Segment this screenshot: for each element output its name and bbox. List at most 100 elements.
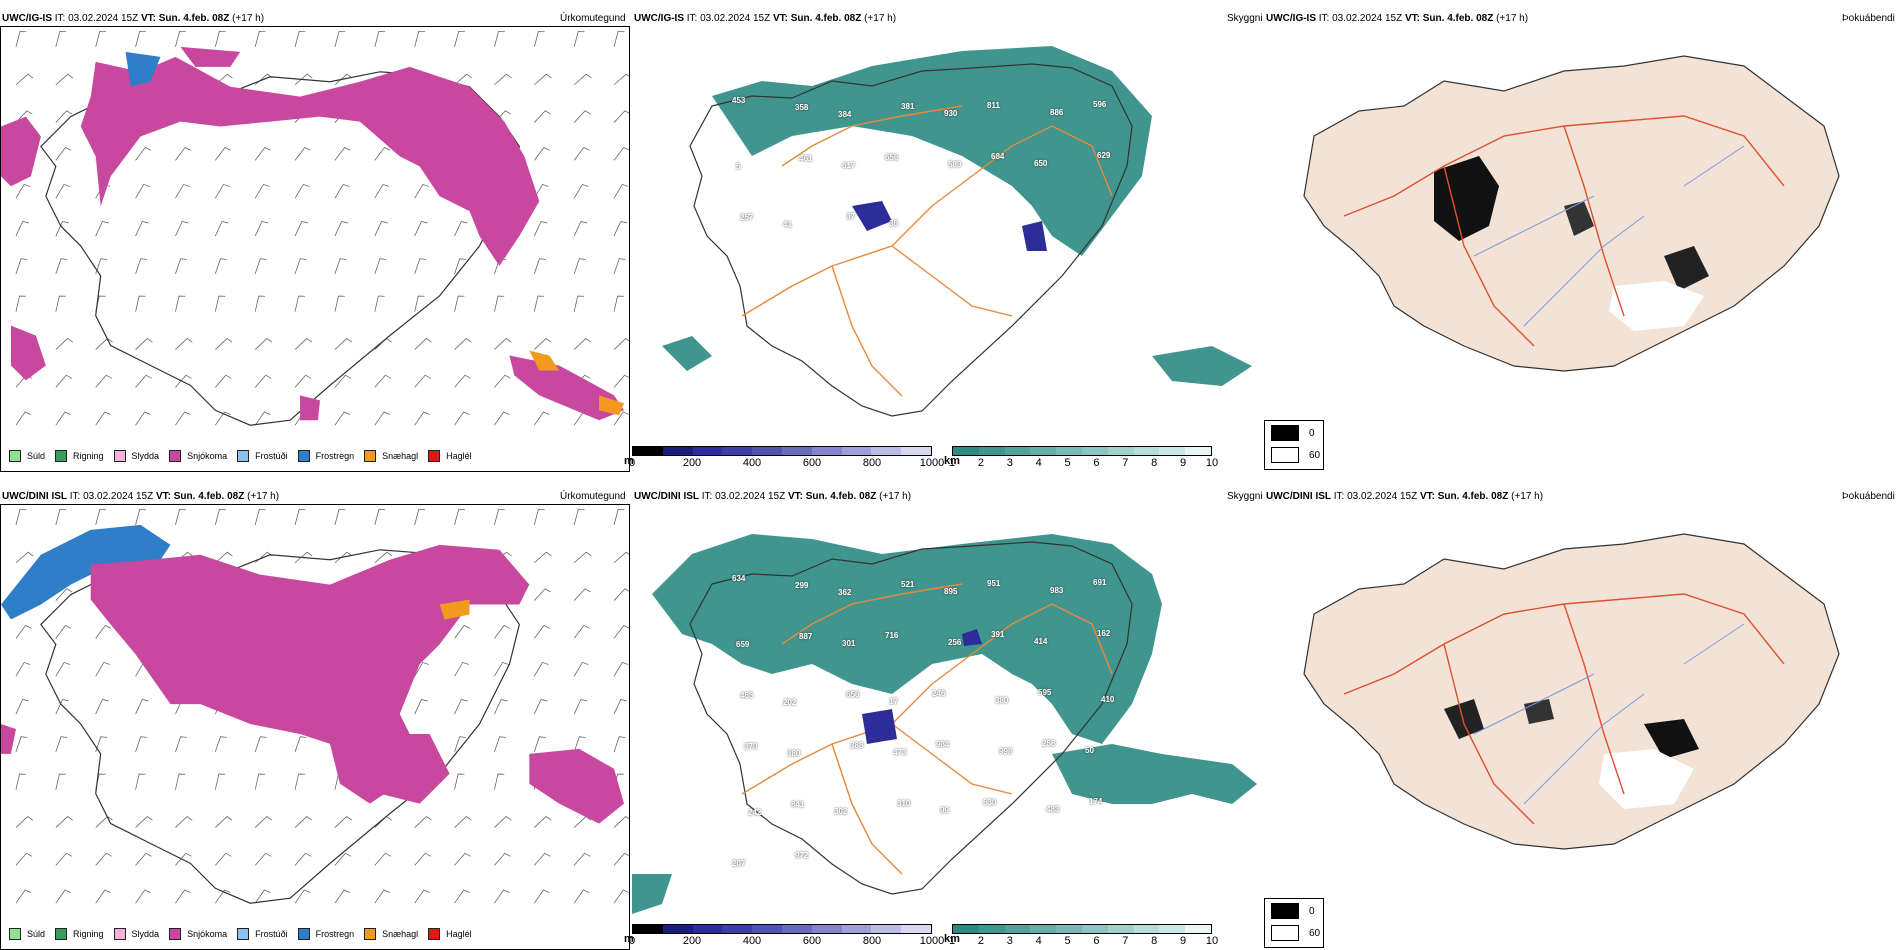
cloudbase-area xyxy=(852,201,892,231)
wind-barb-icon xyxy=(613,258,626,275)
colorbar-tick-label: 7 xyxy=(1122,935,1129,947)
it-value: 03.02.2024 15Z xyxy=(1347,491,1418,502)
cloudbase-tick-labels: 0 200 400 600 800 1000 xyxy=(629,456,944,469)
colorbar-cell xyxy=(811,925,842,933)
wind-barb-icon xyxy=(334,374,352,388)
wind-barb-icon xyxy=(454,295,465,312)
wind-barb-icon xyxy=(454,30,465,48)
legend-item: Slydda xyxy=(113,928,160,940)
wind-barb-icon xyxy=(175,147,191,161)
legend-label: Rigning xyxy=(73,451,104,461)
wind-barb-icon xyxy=(135,295,146,312)
wind-barb-icon xyxy=(294,338,313,350)
wind-barb-icon xyxy=(334,889,351,904)
wind-barb-icon xyxy=(494,295,505,312)
wind-barb-icon xyxy=(55,338,73,350)
wind-barb-icon xyxy=(95,30,107,48)
wind-barb-icon xyxy=(494,508,505,526)
wind-barb-icon xyxy=(294,295,305,312)
colorbar-cell xyxy=(978,925,1005,933)
wind-barb-icon xyxy=(573,625,590,639)
cloudbase-height-label: 886 xyxy=(1050,108,1064,117)
precip-panel-1: UWC/IG-IS IT: 03.02.2024 15Z VT: Sun. 4.… xyxy=(0,12,630,472)
wind-barb-icon xyxy=(414,411,430,426)
wind-barb-icon xyxy=(294,374,312,388)
cloudbase-height-label: 256 xyxy=(948,638,962,647)
lead-time: (+17 h) xyxy=(1511,491,1544,502)
cloudbase-height-label: 983 xyxy=(1050,586,1064,595)
snow-area xyxy=(529,748,625,824)
legend-item: Slydda xyxy=(113,450,159,462)
wind-barb-icon xyxy=(534,73,552,86)
wind-barb-icon xyxy=(573,147,590,161)
colorbar-tick-label: 9 xyxy=(1180,457,1187,469)
visibility-tick-labels: 1 2 3 4 5 6 7 8 9 10 xyxy=(949,934,1218,947)
legend-swatch xyxy=(297,928,310,940)
cloudbase-area xyxy=(862,709,897,744)
model-name: UWC/IG-IS xyxy=(2,13,52,24)
wind-barb-icon xyxy=(454,374,471,388)
wind-barb-icon xyxy=(254,508,266,526)
vt-value: Sun. 4.feb. 08Z xyxy=(805,491,877,502)
cloudbase-height-label: 388 xyxy=(850,741,864,750)
visibility-area xyxy=(652,534,1162,744)
colorbar-tick-label: 1 xyxy=(948,457,956,469)
lead-time: (+17 h) xyxy=(232,13,265,24)
colorbar-cell xyxy=(662,447,693,455)
snow-area xyxy=(1,116,41,187)
cloudbase-area xyxy=(1022,221,1047,251)
legend-item: Súld xyxy=(9,928,45,940)
colorbar-cell xyxy=(1030,925,1057,933)
legend-label: Haglél xyxy=(446,451,472,461)
wind-barb-icon xyxy=(374,258,387,275)
wind-barb-icon xyxy=(533,508,545,526)
wind-barb-icon xyxy=(294,30,306,48)
snaehagl-area xyxy=(439,599,470,620)
wind-barb-icon xyxy=(454,258,467,275)
wind-barb-icon xyxy=(414,338,432,350)
legend-swatch xyxy=(113,450,126,462)
wind-barb-icon xyxy=(55,508,67,526)
wind-barb-icon xyxy=(374,30,386,48)
colorbar-cell xyxy=(1004,447,1031,455)
wind-barb-icon xyxy=(613,338,629,350)
field-title: Skyggni xyxy=(1227,13,1263,24)
vt-value: Sun. 4.feb. 08Z xyxy=(790,13,862,24)
legend-item: Rigning xyxy=(55,928,104,940)
wind-barb-icon xyxy=(533,889,550,904)
wind-barb-icon xyxy=(95,889,111,904)
wind-barb-icon xyxy=(215,852,232,866)
wind-barb-icon xyxy=(55,661,71,677)
wind-barb-icon xyxy=(414,699,428,715)
it-value: 03.02.2024 15Z xyxy=(700,13,771,24)
cloudbase-height-label: 162 xyxy=(1097,629,1111,638)
wind-barb-icon xyxy=(55,374,73,388)
wind-barb-icon xyxy=(294,221,309,237)
wind-barb-icon xyxy=(55,588,73,601)
wind-barb-icon xyxy=(175,816,193,828)
cloudbase-height-label: 887 xyxy=(799,632,813,641)
wind-barb-icon xyxy=(214,183,230,199)
colorbar-tick-label: 5 xyxy=(1064,457,1071,469)
legend-swatch xyxy=(428,928,441,940)
legend-label: Snæhagl xyxy=(382,929,419,939)
wind-barb-icon xyxy=(214,889,231,904)
legend-item: Haglél xyxy=(428,928,472,940)
wind-barb-icon xyxy=(334,852,352,866)
wind-barb-icon xyxy=(494,889,510,904)
wind-barb-icon xyxy=(214,736,227,753)
colorbar-tick-label: 4 xyxy=(1035,935,1042,947)
legend-label: Slydda xyxy=(131,929,160,939)
field-title: Úrkomutegund xyxy=(560,13,626,24)
panel-header: UWC/IG-IS IT: 03.02.2024 15Z VT: Sun. 4.… xyxy=(2,13,264,25)
panel-header: UWC/IG-IS IT: 03.02.2024 15Z VT: Sun. 4.… xyxy=(1266,13,1528,25)
wind-barb-icon xyxy=(15,258,28,275)
wind-barb-icon xyxy=(15,110,33,123)
wind-barb-icon xyxy=(135,411,151,426)
colorbar-cell xyxy=(752,925,782,933)
wind-barb-icon xyxy=(95,736,108,753)
fog-dark-patch xyxy=(1664,246,1709,291)
legend-item: Snæhagl xyxy=(364,928,418,940)
wind-barb-icon xyxy=(533,221,548,237)
cloudbase-height-label: 174 xyxy=(1089,797,1103,806)
